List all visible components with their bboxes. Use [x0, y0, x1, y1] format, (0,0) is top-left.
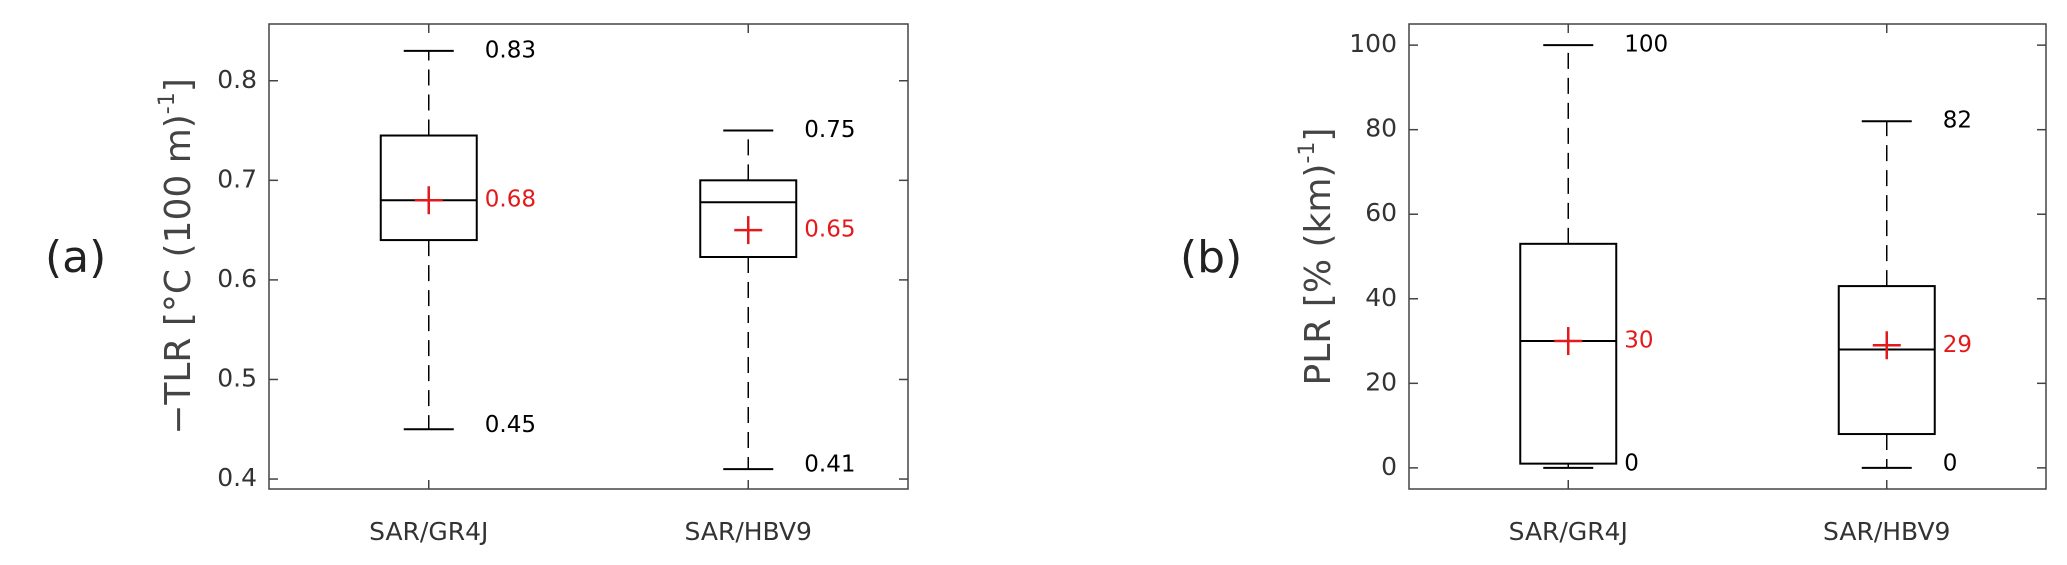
- y-tick-label: 0.8: [217, 65, 257, 94]
- panel-label: (a): [45, 232, 106, 283]
- mean-marker: [734, 216, 763, 245]
- max-label: 100: [1624, 32, 1668, 58]
- min-label: 0.41: [804, 452, 855, 478]
- y-tick-label: 60: [1365, 198, 1397, 227]
- y-tick-label: 0: [1381, 452, 1397, 481]
- max-label: 0.83: [485, 37, 536, 63]
- x-tick-label: SAR/HBV9: [1823, 517, 1950, 546]
- mean-label: 30: [1624, 328, 1653, 354]
- y-tick-label: 0.6: [217, 264, 257, 293]
- mean-marker: [1554, 327, 1583, 356]
- box: [699, 179, 798, 258]
- min-label: 0: [1943, 450, 1958, 476]
- y-axis-label: −TLR [°C (100 m)-1]: [155, 78, 199, 435]
- mean-marker: [1872, 331, 1901, 360]
- mean-label: 29: [1943, 332, 1972, 358]
- min-label: 0: [1624, 450, 1639, 476]
- y-label-sup: -1: [1295, 142, 1320, 164]
- x-tick-label: SAR/GR4J: [1509, 517, 1628, 546]
- y-label-sup: -1: [155, 92, 180, 114]
- y-tick-label: 20: [1365, 367, 1397, 396]
- axes-frame: [268, 23, 909, 490]
- mean-label: 0.68: [485, 187, 536, 213]
- y-tick-label: 0.7: [217, 164, 257, 193]
- box: [379, 134, 478, 242]
- mean-label: 0.65: [804, 217, 855, 243]
- max-label: 82: [1943, 108, 1972, 134]
- mean-marker: [414, 186, 443, 215]
- max-label: 0.75: [804, 117, 855, 143]
- y-label-end: ]: [158, 78, 199, 92]
- panel-label: (b): [1180, 232, 1242, 283]
- y-tick-label: 0.5: [217, 363, 257, 392]
- box: [1837, 285, 1936, 436]
- axes-frame: [1408, 23, 2047, 490]
- min-label: 0.45: [485, 412, 536, 438]
- y-label-text: −TLR [°C (100 m): [158, 114, 199, 435]
- y-tick-label: 0.4: [217, 463, 257, 492]
- y-label-end: ]: [1298, 128, 1339, 142]
- y-axis-label: PLR [% (km)-1]: [1295, 128, 1339, 386]
- box: [1519, 242, 1618, 465]
- y-label-text: PLR [% (km): [1298, 164, 1339, 386]
- x-tick-label: SAR/GR4J: [369, 517, 488, 546]
- y-tick-label: 40: [1365, 283, 1397, 312]
- y-tick-label: 100: [1349, 29, 1397, 58]
- y-tick-label: 80: [1365, 114, 1397, 143]
- x-tick-label: SAR/HBV9: [685, 517, 812, 546]
